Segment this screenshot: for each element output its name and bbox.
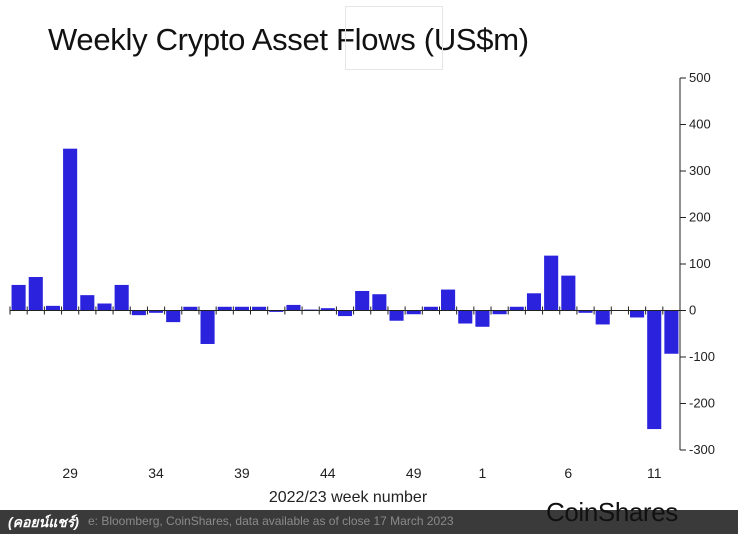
x-tick-label: 1: [479, 465, 487, 481]
bar: [561, 275, 576, 311]
bar: [355, 290, 370, 311]
bar: [647, 310, 662, 430]
y-tick-label: -100: [689, 349, 715, 364]
x-tick-label: 34: [148, 465, 164, 481]
bar: [28, 277, 43, 311]
bar: [526, 293, 542, 311]
bar: [441, 289, 456, 311]
bar: [544, 255, 559, 311]
bar: [630, 310, 645, 318]
bar: [664, 310, 679, 354]
bar: [269, 310, 284, 312]
bar: [131, 310, 146, 316]
bar: [406, 310, 421, 315]
x-axis-label: 2022/23 week number: [268, 489, 428, 506]
x-tick-label: 29: [62, 465, 78, 481]
source-note: e: Bloomberg, CoinShares, data available…: [88, 514, 454, 528]
chart-title: Weekly Crypto Asset Flows (US$m): [48, 22, 529, 57]
coinshares-logo: CoinShares: [546, 497, 678, 527]
x-tick-label: 44: [320, 465, 336, 481]
bar: [320, 308, 335, 311]
footer-bar: [0, 510, 738, 534]
y-tick-label: -200: [689, 396, 715, 411]
bar: [458, 310, 473, 324]
bar: [234, 306, 249, 311]
bar: [509, 306, 524, 311]
bar: [45, 305, 60, 311]
bar: [595, 310, 610, 325]
bar: [200, 310, 215, 344]
y-tick-label: -300: [689, 442, 715, 457]
footer-tag: (คอยน์แชร์): [8, 514, 79, 530]
y-tick-label: 200: [689, 210, 711, 225]
bar: [337, 310, 353, 317]
title-overlay-frame: [345, 6, 443, 70]
bar: [492, 310, 507, 315]
bar: [286, 304, 301, 311]
bar: [80, 295, 95, 311]
bar: [475, 310, 490, 327]
bar: [372, 294, 387, 311]
bar: [252, 306, 267, 311]
bar: [423, 306, 438, 311]
bar: [114, 284, 129, 311]
y-tick-label: 0: [689, 303, 696, 318]
x-tick-label: 39: [234, 465, 250, 481]
y-tick-label: 400: [689, 117, 711, 132]
x-tick-label: 49: [406, 465, 422, 481]
bar: [183, 306, 198, 311]
y-tick-label: 500: [689, 70, 711, 85]
bar: [389, 310, 404, 321]
bar: [63, 148, 78, 311]
bar: [11, 284, 26, 311]
x-tick-label: 11: [647, 465, 662, 481]
bar: [578, 310, 593, 313]
bar: [166, 310, 181, 323]
x-tick-label: 6: [564, 465, 572, 481]
y-tick-label: 100: [689, 256, 711, 271]
bar: [217, 306, 232, 311]
bar: [97, 303, 112, 311]
y-tick-label: 300: [689, 163, 711, 178]
bar: [148, 310, 164, 313]
